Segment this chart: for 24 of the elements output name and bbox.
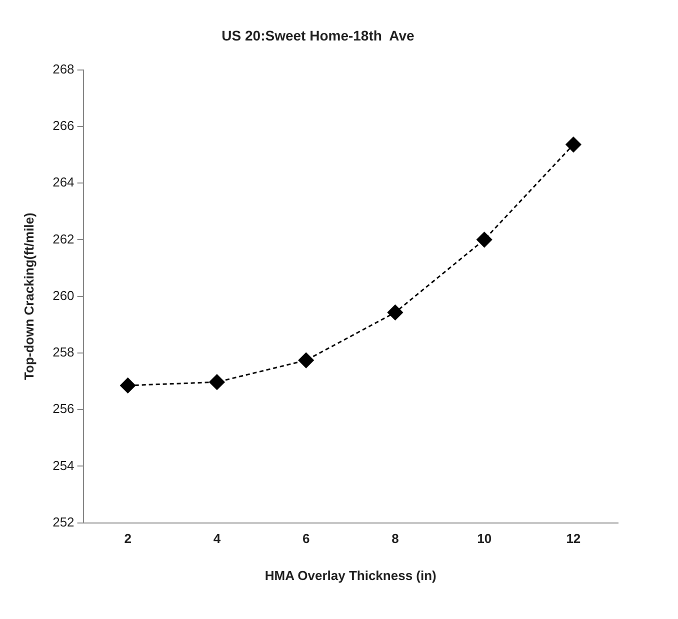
x-tick-label: 10	[477, 531, 492, 546]
x-tick-label: 6	[302, 531, 310, 546]
x-tick-label: 2	[124, 531, 132, 546]
y-axis-title: Top-down Cracking(ft/mile)	[21, 212, 36, 380]
y-tick-label: 264	[52, 174, 74, 190]
y-tick-label: 254	[52, 458, 74, 473]
point	[209, 374, 225, 390]
x-tick-label: 12	[566, 531, 581, 546]
y-tick-label: 262	[52, 231, 74, 246]
y-tick-label: 266	[52, 118, 74, 134]
x-tick-label: 4	[213, 531, 222, 546]
point	[387, 304, 403, 320]
y-tick-label: 252	[52, 514, 74, 530]
point	[120, 378, 136, 394]
point	[298, 352, 314, 368]
point	[566, 136, 582, 152]
y-tick-label: 256	[52, 401, 74, 416]
y-tick-label: 268	[52, 61, 74, 76]
chart-title: US 20:Sweet Home-18th Ave	[222, 27, 415, 44]
y-tick-label: 260	[52, 288, 74, 303]
x-axis-title: HMA Overlay Thickness (in)	[264, 568, 436, 583]
y-tick-label: 258	[52, 344, 74, 360]
x-tick-label: 8	[392, 531, 399, 546]
point	[476, 232, 492, 248]
